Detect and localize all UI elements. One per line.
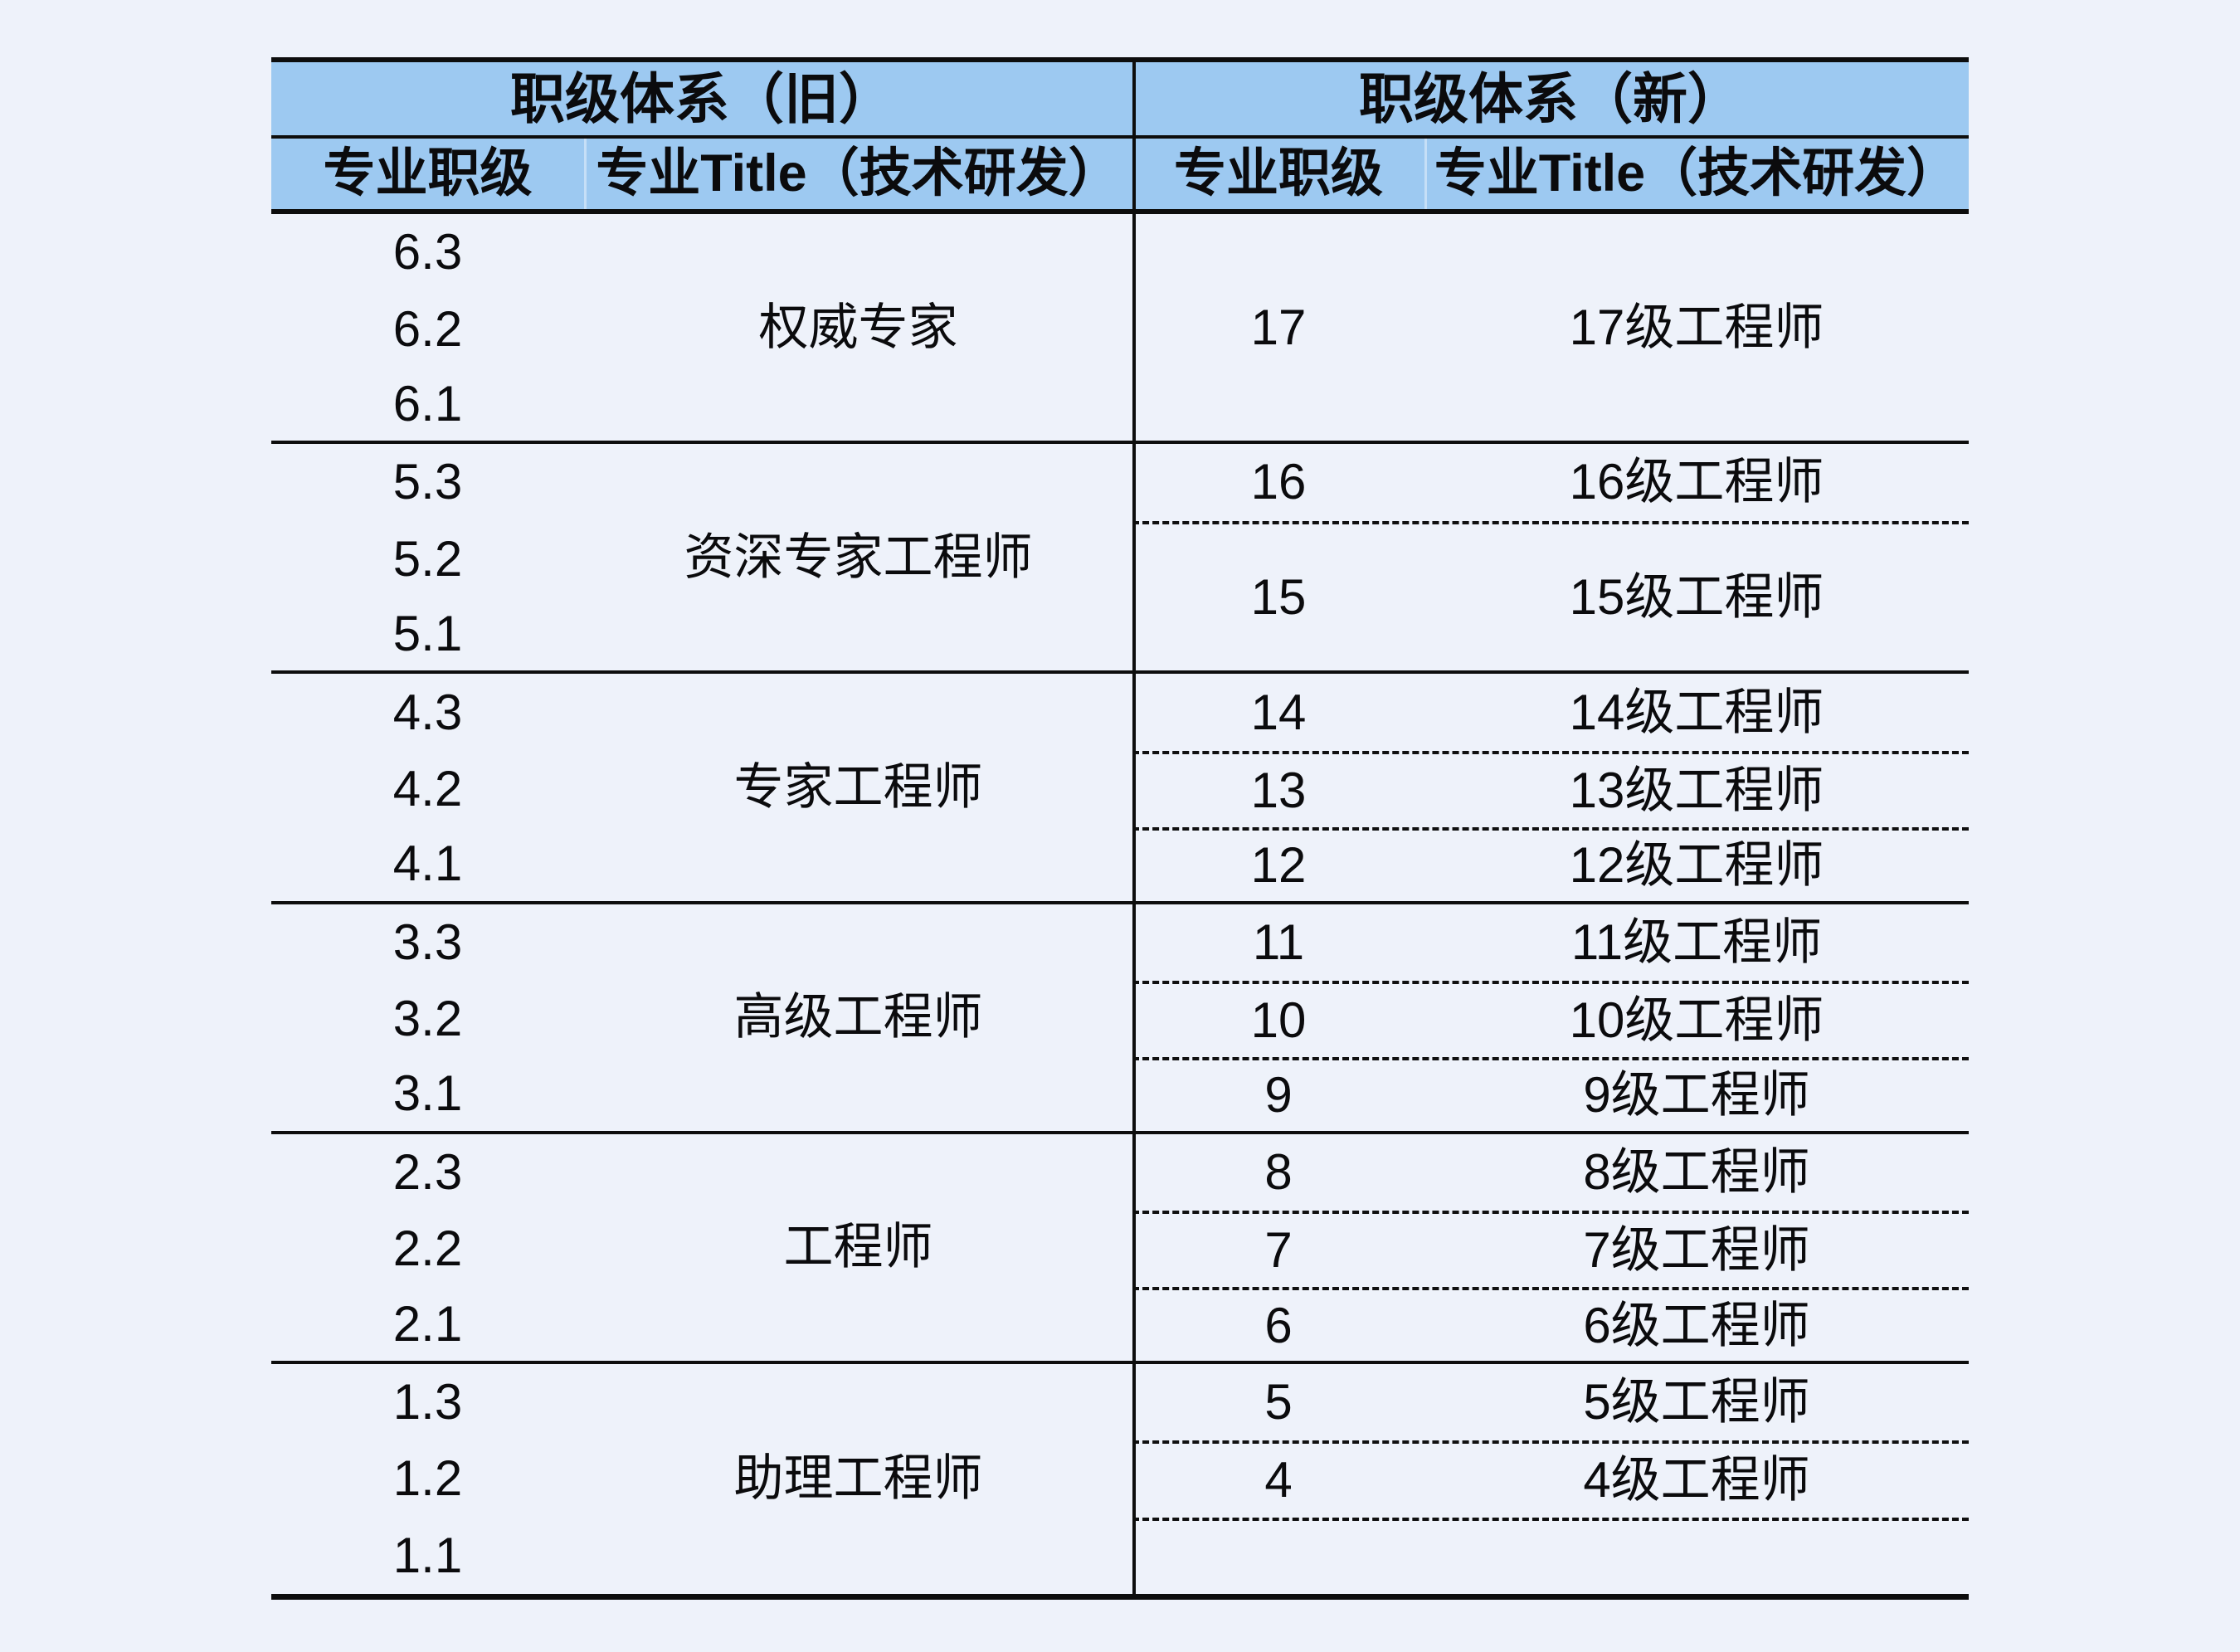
new-title: 13级工程师	[1569, 762, 1824, 818]
old-title-cell: 专家工程师	[584, 674, 1132, 904]
old-title-cell: 高级工程师	[584, 904, 1132, 1134]
old-title-cell: 工程师	[584, 1134, 1132, 1364]
new-level: 14	[1250, 684, 1307, 740]
old-level-cell: 4.2	[392, 760, 463, 816]
old-level-cell: 2.2	[392, 1221, 463, 1277]
new-level: 13	[1250, 762, 1307, 818]
old-level-cell: 3.2	[392, 991, 463, 1047]
new-row: 5 5级工程师	[1132, 1364, 1969, 1440]
new-level: 12	[1250, 837, 1307, 894]
new-level: 15	[1250, 568, 1307, 625]
new-row: 10 10级工程师	[1132, 980, 1969, 1057]
new-row: 14 14级工程师	[1132, 674, 1969, 750]
new-title: 9级工程师	[1583, 1067, 1810, 1123]
new-row-empty	[1132, 1517, 1969, 1594]
old-level-cell: 2.1	[271, 1287, 584, 1364]
new-row: 17 17级工程师	[1132, 214, 1969, 445]
old-level-cell: 3.3	[392, 914, 463, 970]
old-title-cell: 资深专家工程师	[584, 444, 1132, 675]
section-divider-line	[1132, 62, 1136, 1595]
old-level-cell: 4.1	[271, 827, 584, 904]
new-level: 4	[1264, 1452, 1293, 1508]
new-level: 8	[1264, 1143, 1293, 1200]
new-title: 15级工程师	[1569, 568, 1824, 625]
new-title: 12级工程师	[1569, 837, 1824, 894]
new-row: 16 16级工程师	[1132, 444, 1969, 520]
old-title-cell: 助理工程师	[733, 1450, 983, 1507]
new-row: 8 8级工程师	[1132, 1134, 1969, 1211]
new-row: 7 7级工程师	[1132, 1211, 1969, 1287]
new-title: 4级工程师	[1583, 1452, 1810, 1508]
old-level-cell: 1.1	[392, 1527, 463, 1583]
new-row: 13 13级工程师	[1132, 750, 1969, 827]
new-title: 16级工程师	[1569, 454, 1824, 510]
new-title: 7级工程师	[1583, 1222, 1810, 1279]
old-level-cell: 5.3	[392, 454, 463, 510]
new-level: 17	[1250, 299, 1307, 355]
new-level: 7	[1264, 1222, 1293, 1279]
subheader-new-title: 专业Title（技术研发）	[1424, 139, 1969, 214]
new-level: 6	[1264, 1297, 1293, 1353]
old-level-cell: 6.1	[271, 368, 584, 445]
old-level-cell: 6.2	[392, 300, 463, 357]
new-title: 6级工程师	[1583, 1297, 1810, 1353]
new-title: 8级工程师	[1583, 1143, 1810, 1200]
old-level-cell: 6.3	[392, 224, 463, 280]
old-level-cell: 5.2	[392, 530, 463, 587]
new-level: 11	[1252, 914, 1305, 970]
new-title: 14级工程师	[1569, 684, 1824, 740]
old-level-cell: 4.3	[392, 684, 463, 740]
new-row: 4 4级工程师	[1132, 1440, 1969, 1517]
new-level: 16	[1250, 454, 1307, 510]
new-row: 6 6级工程师	[1132, 1287, 1969, 1364]
subheader-old-level: 专业职级	[271, 139, 584, 214]
header-old-system: 职级体系（旧）	[271, 62, 1132, 139]
new-row: 15 15级工程师	[1132, 520, 1969, 675]
new-level: 9	[1264, 1067, 1293, 1123]
new-level: 5	[1264, 1374, 1293, 1430]
old-level-cell: 1.3	[392, 1374, 463, 1430]
new-level: 10	[1250, 992, 1307, 1049]
header-new-system: 职级体系（新）	[1132, 62, 1969, 139]
new-row: 12 12级工程师	[1132, 827, 1969, 904]
new-row: 9 9级工程师	[1132, 1057, 1969, 1134]
subheader-old-title: 专业Title（技术研发）	[584, 139, 1132, 214]
new-title: 10级工程师	[1569, 992, 1824, 1049]
subheader-new-level: 专业职级	[1132, 139, 1424, 214]
old-level-cell: 3.1	[271, 1057, 584, 1134]
old-level-cell: 2.3	[392, 1143, 463, 1200]
old-level-cell: 1.2	[392, 1450, 463, 1507]
new-title: 5级工程师	[1583, 1374, 1810, 1430]
new-title: 11级工程师	[1570, 914, 1823, 970]
grade-mapping-table: 职级体系（旧） 职级体系（新） 专业职级 专业Title（技术研发） 专业职级 …	[271, 57, 1969, 1601]
old-level-cell: 5.1	[271, 597, 584, 675]
old-title-cell: 权威专家	[584, 214, 1132, 445]
new-title: 17级工程师	[1569, 299, 1824, 355]
new-row: 11 11级工程师	[1132, 904, 1969, 981]
